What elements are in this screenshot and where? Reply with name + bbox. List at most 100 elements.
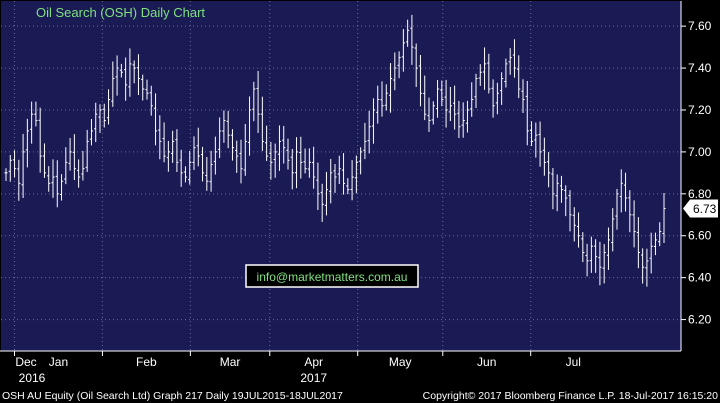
ohlc-bar — [542, 137, 546, 176]
ohlc-bar — [158, 115, 162, 160]
ohlc-bar — [478, 64, 482, 86]
ohlc-bar — [410, 14, 414, 65]
x-tick-label: Dec — [15, 355, 36, 369]
ohlc-bar — [632, 200, 636, 248]
ohlc-bar — [124, 57, 128, 101]
ohlc-bar — [628, 190, 632, 233]
ohlc-bar — [371, 98, 376, 144]
ohlc-bar — [649, 232, 653, 274]
ohlc-bar — [461, 102, 465, 138]
email-link[interactable]: info@marketmatters.com.au — [257, 270, 408, 284]
y-tick-label: 6.80 — [688, 187, 712, 201]
price-bars — [4, 14, 666, 287]
ohlc-bar — [153, 93, 158, 146]
ohlc-bar — [444, 79, 448, 128]
ohlc-bar — [239, 139, 243, 184]
x-axis-panel — [0, 351, 720, 387]
ohlc-bar — [162, 122, 166, 163]
ohlc-bar — [196, 127, 200, 167]
footer-left: OSH AU Equity (Oil Search Ltd) Graph 217… — [2, 390, 343, 402]
ohlc-bar — [367, 110, 371, 154]
ohlc-bar — [47, 166, 51, 192]
ohlc-bar — [34, 101, 38, 127]
ohlc-bar — [384, 84, 388, 111]
ohlc-bar — [555, 174, 559, 212]
ohlc-bar — [256, 71, 260, 134]
ohlc-bar — [512, 39, 517, 78]
x-axis-ticks: Dec Jan Feb Mar Apr May Jun Jul 2016 2017 — [14, 351, 581, 385]
ohlc-bar — [585, 243, 589, 277]
ohlc-bar — [260, 96, 264, 151]
ohlc-bar — [209, 150, 213, 192]
ohlc-bar — [171, 130, 175, 163]
ohlc-bar — [59, 174, 64, 201]
ohlc-bar — [645, 248, 649, 287]
ohlc-bar — [115, 55, 119, 96]
x-tick-label: Jul — [566, 355, 581, 369]
chart-title: Oil Search (OSH) Daily Chart — [36, 5, 205, 20]
ohlc-bar — [269, 141, 273, 180]
ohlc-bar — [418, 54, 423, 107]
y-tick-label: 7.00 — [688, 145, 712, 159]
ohlc-bar — [102, 103, 106, 128]
ohlc-bar — [504, 58, 508, 88]
ohlc-bar — [508, 48, 512, 75]
ohlc-bar — [21, 133, 25, 199]
ohlc-bar — [495, 82, 499, 115]
ohlc-bar — [230, 129, 235, 161]
ohlc-bar — [213, 136, 217, 175]
y-tick-label: 7.40 — [688, 61, 712, 75]
ohlc-bar — [636, 217, 640, 269]
ohlc-bar — [42, 143, 47, 178]
email-box-frame — [245, 264, 419, 288]
ohlc-bar — [482, 47, 487, 90]
ohlc-bar — [431, 101, 435, 125]
ohlc-bar — [581, 232, 585, 263]
ohlc-bar — [324, 171, 329, 216]
ohlc-bar — [397, 51, 401, 79]
y-tick-label: 6.40 — [688, 271, 712, 285]
ohlc-bar — [316, 162, 320, 211]
x-year-label: 2016 — [19, 371, 46, 385]
ohlc-bar — [200, 146, 205, 182]
ohlc-bar — [662, 192, 666, 243]
ohlc-bar — [529, 121, 534, 147]
ohlc-bar — [286, 138, 290, 170]
ohlc-bar — [141, 74, 145, 101]
ohlc-bar — [594, 239, 598, 273]
ohlc-bar — [132, 60, 136, 84]
x-tick-label: Apr — [304, 355, 323, 369]
ohlc-bar — [427, 97, 431, 132]
ohlc-bar — [25, 118, 29, 168]
ohlc-bar — [94, 102, 98, 143]
ohlc-bar — [218, 117, 222, 159]
ohlc-bar — [247, 96, 252, 156]
ohlc-bar — [235, 140, 239, 173]
ohlc-bar — [564, 185, 568, 217]
ohlc-bar — [465, 100, 470, 133]
ohlc-bar — [611, 208, 615, 252]
ohlc-bar — [641, 248, 645, 284]
y-tick-label: 7.20 — [688, 103, 712, 117]
ohlc-bar — [406, 19, 410, 47]
ohlc-bar — [205, 156, 209, 191]
ohlc-bar — [350, 160, 354, 201]
ohlc-bar — [500, 72, 504, 105]
ohlc-bar — [303, 148, 307, 174]
last-price-marker — [683, 199, 718, 218]
email-annotation[interactable]: info@marketmatters.com.au — [245, 264, 419, 288]
ohlc-bar — [265, 125, 269, 162]
x-year-label: 2017 — [300, 371, 327, 385]
ohlc-bar — [572, 207, 576, 242]
ohlc-bar — [294, 137, 299, 189]
ohlc-bar — [363, 122, 367, 160]
ohlc-bar — [658, 222, 662, 247]
ohlc-bar — [179, 149, 183, 187]
ohlc-bar — [521, 79, 525, 113]
ohlc-bar — [491, 79, 495, 118]
ohlc-bar — [64, 147, 68, 185]
y-tick-label: 6.20 — [688, 313, 712, 327]
ohlc-bar — [282, 125, 286, 164]
ohlc-bar — [457, 100, 461, 139]
ohlc-bar — [376, 85, 380, 124]
